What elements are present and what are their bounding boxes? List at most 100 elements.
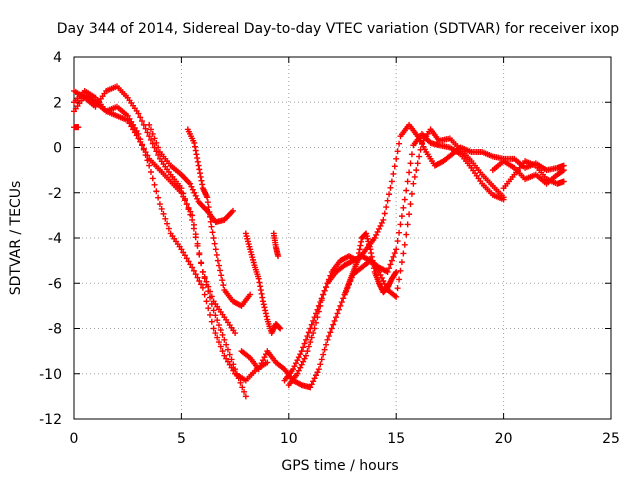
data-point	[183, 201, 190, 208]
data-point	[219, 331, 226, 338]
data-point	[404, 221, 411, 228]
data-point	[192, 271, 199, 278]
data-point	[155, 194, 162, 201]
data-point	[126, 120, 133, 127]
data-point	[258, 290, 265, 297]
data-point	[221, 336, 228, 343]
data-point	[314, 314, 321, 321]
data-point	[377, 222, 384, 229]
data-point	[388, 178, 395, 185]
data-point	[228, 364, 235, 371]
data-point	[205, 288, 212, 295]
data-point	[178, 185, 185, 192]
data-point	[358, 238, 365, 245]
data-point	[357, 242, 364, 249]
data-point	[153, 139, 160, 146]
data-point	[414, 160, 421, 167]
data-point	[212, 330, 219, 337]
y-tick-label: 4	[53, 50, 62, 66]
data-point	[394, 238, 401, 245]
data-point	[218, 272, 225, 279]
data-point	[380, 277, 387, 284]
data-point	[204, 194, 211, 201]
data-point	[308, 321, 315, 328]
data-point	[142, 149, 149, 156]
data-point	[217, 327, 224, 334]
data-point	[217, 267, 224, 274]
data-point	[275, 253, 282, 260]
data-point	[191, 189, 198, 196]
data-point	[135, 110, 142, 117]
data-point	[388, 257, 395, 264]
data-point	[217, 343, 224, 350]
data-point	[334, 310, 341, 317]
data-point	[142, 125, 149, 132]
data-point	[304, 333, 311, 340]
data-point	[295, 367, 302, 374]
data-point	[196, 277, 203, 284]
data-point	[403, 231, 410, 238]
data-point	[201, 275, 208, 282]
data-point	[263, 313, 270, 320]
data-point	[313, 319, 320, 326]
data-point	[155, 144, 162, 151]
data-point	[295, 354, 302, 361]
data-point	[386, 265, 393, 272]
data-point	[369, 257, 376, 264]
data-point	[181, 195, 188, 202]
data-point	[330, 321, 337, 328]
data-point	[408, 190, 415, 197]
data-point	[187, 211, 194, 218]
data-point	[209, 229, 216, 236]
data-point	[320, 351, 327, 358]
data-point	[374, 228, 381, 235]
data-point	[210, 307, 217, 314]
data-point	[151, 181, 158, 188]
data-point	[315, 308, 322, 315]
series-track-7	[270, 230, 282, 260]
data-point	[371, 265, 378, 272]
series-track-12	[500, 158, 567, 192]
data-point	[180, 190, 187, 197]
data-point	[381, 281, 388, 288]
data-point	[386, 191, 393, 198]
data-point	[228, 356, 235, 363]
data-point	[212, 246, 219, 253]
data-point	[416, 153, 423, 160]
data-point	[500, 196, 507, 203]
data-point	[197, 173, 204, 180]
data-point	[215, 339, 222, 346]
data-point	[262, 310, 269, 317]
data-point	[137, 138, 144, 145]
data-point	[199, 268, 206, 275]
data-point	[327, 329, 334, 336]
data-point	[292, 360, 299, 367]
data-point	[368, 253, 375, 260]
data-point	[198, 281, 205, 288]
data-point	[206, 208, 213, 215]
data-point	[276, 324, 283, 331]
data-point	[290, 366, 297, 373]
data-point	[260, 301, 267, 308]
data-point	[387, 184, 394, 191]
data-point	[207, 294, 214, 301]
data-point	[223, 341, 230, 348]
tick-marks	[73, 56, 612, 420]
data-point	[257, 283, 264, 290]
data-point	[208, 223, 215, 230]
data-point	[214, 334, 221, 341]
data-point	[255, 366, 262, 373]
data-point	[355, 250, 362, 257]
data-point	[194, 242, 201, 249]
data-point	[317, 302, 324, 309]
data-point	[139, 118, 146, 125]
data-point	[156, 201, 163, 208]
data-point	[149, 130, 156, 137]
data-point	[337, 302, 344, 309]
data-point	[398, 259, 405, 266]
data-point	[219, 277, 226, 284]
data-point	[408, 151, 415, 158]
data-point	[235, 375, 242, 382]
data-point	[203, 281, 210, 288]
data-point	[147, 169, 154, 176]
